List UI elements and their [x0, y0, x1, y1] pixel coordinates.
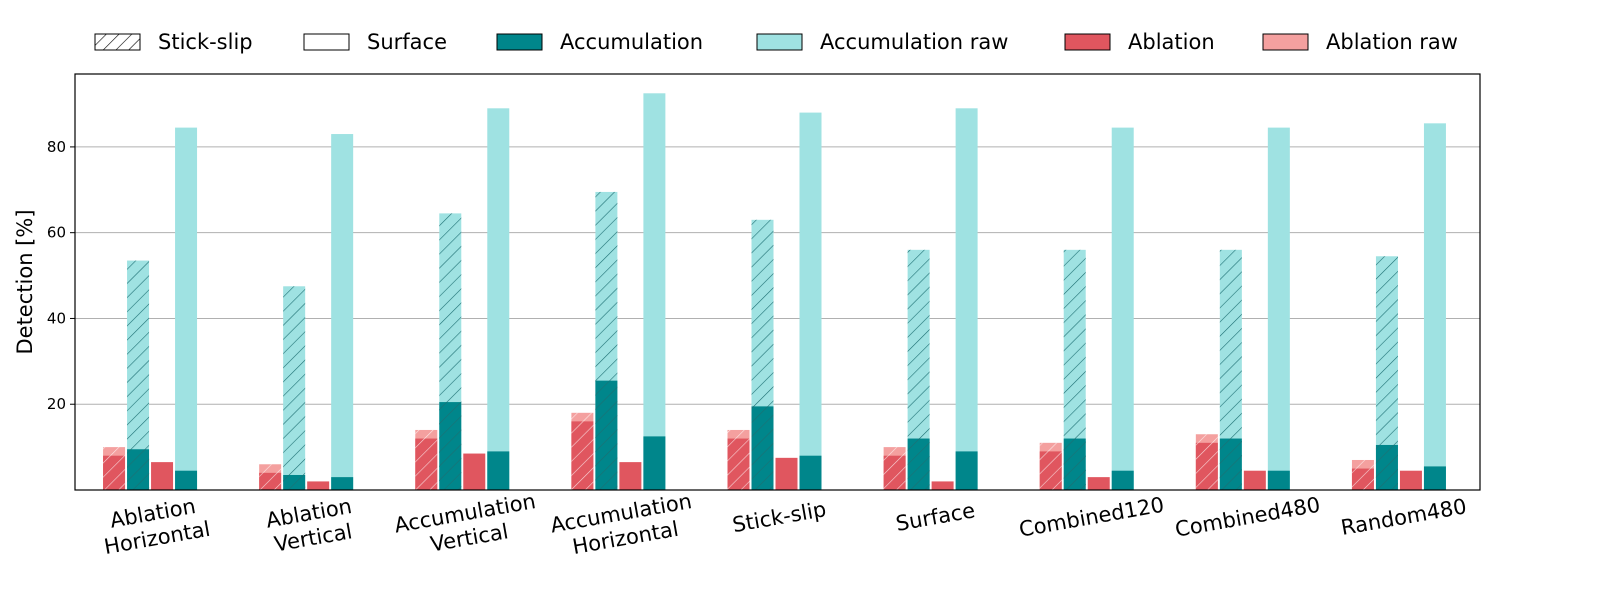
bar-hatch-overlay	[1219, 438, 1242, 490]
bar-hatch-overlay	[1063, 249, 1086, 490]
x-tick-label: Random480	[1339, 494, 1468, 540]
legend-label-ablation_raw: Ablation raw	[1326, 30, 1458, 54]
bar-ablation-surface	[1243, 470, 1266, 490]
bar-hatch-overlay	[1375, 256, 1398, 490]
x-tick-label: AccumulationVertical	[392, 489, 541, 562]
bar-ablation-surface	[619, 462, 642, 490]
bar-hatch-overlay	[127, 260, 150, 490]
bar-accumulation-raw-surface	[487, 108, 510, 491]
y-tick-label: 40	[47, 309, 66, 327]
bar-hatch-overlay	[283, 286, 306, 490]
bar-hatch-overlay	[415, 438, 438, 490]
bar-hatch-overlay	[127, 449, 150, 490]
bar-accumulation-surface	[487, 451, 510, 490]
bar-hatch-overlay	[1375, 444, 1398, 490]
x-tick-label: AblationVertical	[264, 494, 358, 557]
bar-hatch-overlay	[1195, 442, 1218, 490]
bar-hatch-overlay	[259, 472, 282, 490]
bar-ablation-surface	[1399, 470, 1422, 490]
bar-accumulation-raw-surface	[1423, 123, 1446, 491]
x-tick-label: AblationHorizontal	[98, 492, 212, 559]
bar-ablation-surface	[307, 481, 330, 490]
bar-ablation-surface	[931, 481, 954, 490]
plot-frame	[74, 73, 1481, 491]
bar-hatch-overlay	[1039, 451, 1062, 490]
legend-label-ablation: Ablation	[1128, 30, 1215, 54]
bar-accumulation-surface	[1423, 466, 1446, 490]
x-tick-label: AccumulationHorizontal	[549, 489, 698, 562]
x-tick-label: Stick-slip	[731, 497, 828, 537]
bar-ablation-surface	[775, 457, 798, 490]
y-tick-label: 20	[47, 395, 66, 413]
bar-accumulation-surface	[331, 477, 354, 490]
bar-accumulation-raw-surface	[799, 112, 822, 491]
bar-accumulation-surface	[1267, 470, 1290, 490]
bar-hatch-overlay	[439, 402, 462, 490]
bar-ablation-surface	[463, 453, 486, 490]
y-tick-label: 60	[47, 224, 66, 242]
bar-ablation-surface	[151, 462, 174, 490]
bar-hatch-overlay	[883, 455, 906, 490]
legend-label-accumulation_raw: Accumulation raw	[820, 30, 1008, 54]
y-axis-ticks: 20 40 60 80	[47, 138, 75, 413]
bar-accumulation-raw-surface	[1267, 127, 1290, 490]
legend-swatch-ablation	[1064, 33, 1111, 51]
legend-label-accumulation: Accumulation	[560, 30, 703, 54]
grid-lines	[75, 146, 1480, 405]
bars	[103, 93, 1446, 491]
bar-hatch-overlay	[907, 438, 930, 490]
bar-hatch-overlay	[1063, 438, 1086, 490]
bar-accumulation-raw-surface	[643, 93, 666, 491]
bar-hatch-overlay	[283, 474, 306, 490]
bar-accumulation-raw-surface	[175, 127, 198, 490]
legend-label-stick_slip: Stick-slip	[158, 30, 253, 54]
bar-accumulation-surface	[1111, 470, 1134, 490]
legend-label-surface: Surface	[367, 30, 447, 54]
bar-accumulation-surface	[175, 470, 198, 490]
bar-hatch-overlay	[103, 455, 126, 490]
legend-swatch-hatch	[94, 33, 141, 51]
bar-hatch-overlay	[571, 421, 594, 490]
x-tick-label: Combined120	[1017, 493, 1166, 542]
legend-swatch-accumulation_raw	[756, 33, 803, 51]
bar-hatch-overlay	[751, 406, 774, 490]
x-tick-label: Combined480	[1173, 493, 1322, 542]
bar-hatch-overlay	[1219, 249, 1242, 490]
bar-accumulation-raw-surface	[331, 134, 354, 490]
bar-accumulation-raw-surface	[955, 108, 978, 491]
y-axis-label: Detection [%]	[13, 209, 37, 354]
x-axis-ticks: AblationHorizontal AblationVertical Accumu…	[98, 489, 1468, 562]
legend-swatch-surface	[303, 33, 350, 51]
bar-hatch-overlay	[727, 438, 750, 490]
bar-accumulation-raw-surface	[1111, 127, 1134, 490]
bar-accumulation-surface	[799, 455, 822, 490]
bar-accumulation-surface	[643, 436, 666, 490]
bar-ablation-surface	[1087, 477, 1110, 490]
bar-hatch-overlay	[1351, 468, 1374, 490]
legend-swatch-ablation_raw	[1262, 33, 1309, 51]
legend: Stick-slip Surface Accumulation Accumulatio…	[94, 30, 1458, 54]
bar-hatch-overlay	[595, 380, 618, 490]
x-tick-label: Surface	[894, 498, 977, 536]
y-tick-label: 80	[47, 138, 66, 156]
legend-swatch-accumulation	[496, 33, 543, 51]
bar-accumulation-surface	[955, 451, 978, 490]
bar-hatch-overlay	[907, 249, 930, 490]
